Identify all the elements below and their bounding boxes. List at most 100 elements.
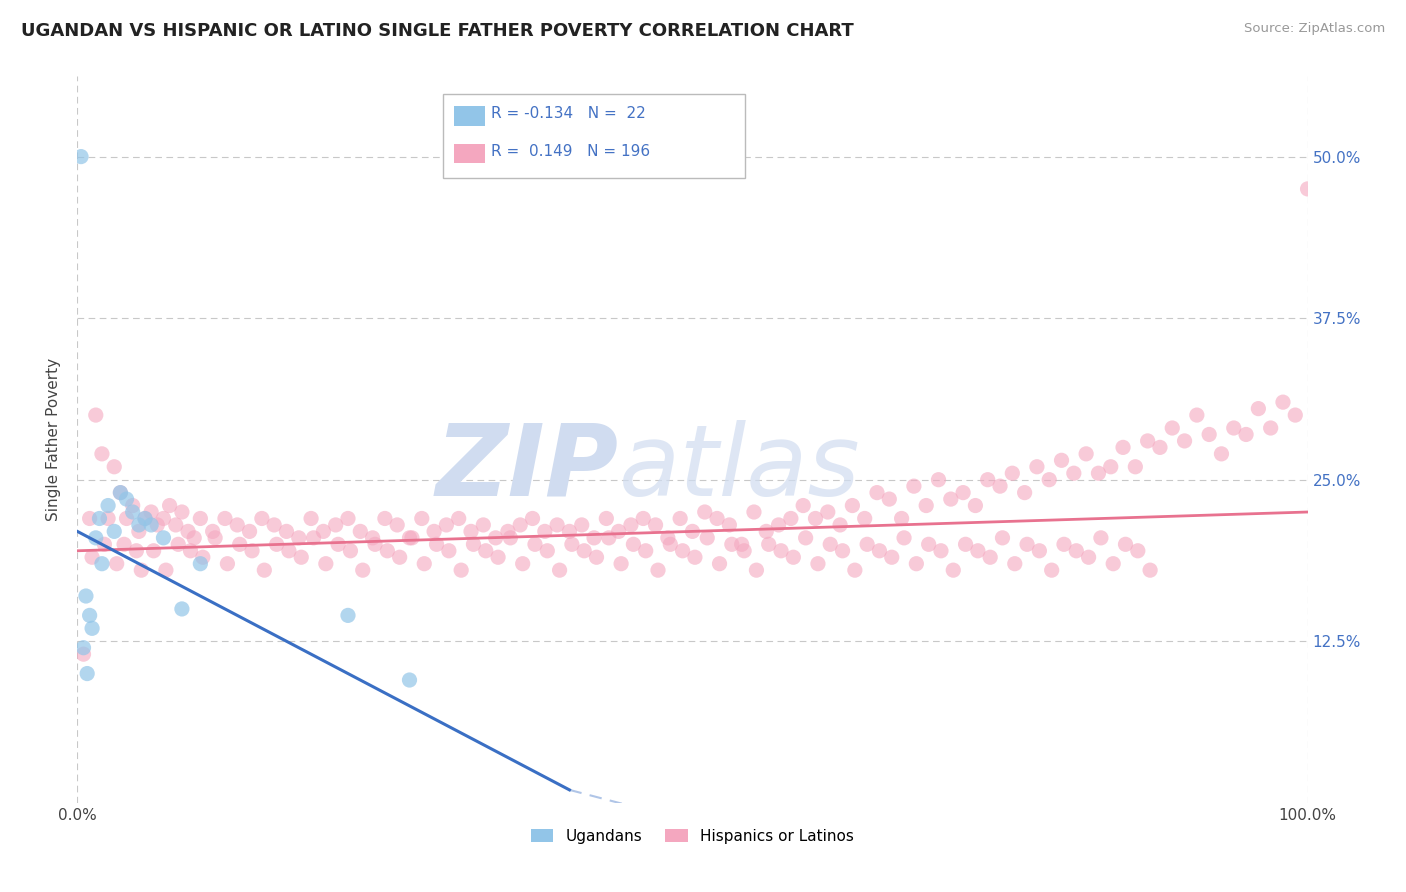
Point xyxy=(522,511,544,525)
Point xyxy=(1161,421,1184,435)
Point xyxy=(240,543,263,558)
Point xyxy=(401,531,423,545)
Point xyxy=(1102,557,1125,571)
Point xyxy=(866,485,889,500)
Point xyxy=(820,537,842,551)
Point xyxy=(411,511,433,525)
Point xyxy=(97,511,120,525)
Point xyxy=(1099,459,1122,474)
Point xyxy=(115,492,138,507)
Point xyxy=(918,537,941,551)
Point xyxy=(721,537,744,551)
Point xyxy=(844,563,866,577)
Point xyxy=(141,517,163,532)
Point xyxy=(733,543,755,558)
Point xyxy=(548,563,571,577)
Point xyxy=(598,531,620,545)
Point xyxy=(214,511,236,525)
Point xyxy=(1038,473,1060,487)
Point xyxy=(183,531,205,545)
Point xyxy=(1066,543,1088,558)
Point xyxy=(337,511,360,525)
Point xyxy=(128,517,150,532)
Point xyxy=(1284,408,1306,422)
Point xyxy=(337,608,360,623)
Point xyxy=(1026,459,1049,474)
Point xyxy=(512,557,534,571)
Point xyxy=(634,543,657,558)
Point xyxy=(657,531,679,545)
Point xyxy=(807,557,830,571)
Point xyxy=(804,511,827,525)
Point xyxy=(929,543,952,558)
Point xyxy=(217,557,239,571)
Point xyxy=(385,517,409,532)
Point xyxy=(188,511,212,525)
Point xyxy=(1115,537,1137,551)
Point xyxy=(128,524,150,539)
Point xyxy=(1050,453,1073,467)
Point xyxy=(742,505,765,519)
Point xyxy=(290,550,312,565)
Text: R = -0.134   N =  22: R = -0.134 N = 22 xyxy=(491,106,645,121)
Point xyxy=(794,531,817,545)
Point xyxy=(706,511,728,525)
Point xyxy=(644,517,666,532)
Point xyxy=(623,537,645,551)
Point xyxy=(463,537,485,551)
Point xyxy=(79,608,101,623)
Point xyxy=(718,517,741,532)
Point xyxy=(731,537,754,551)
Point xyxy=(75,589,97,603)
Point xyxy=(326,537,350,551)
Point xyxy=(1234,427,1257,442)
Point xyxy=(97,499,120,513)
Point xyxy=(1260,421,1282,435)
Point xyxy=(583,531,606,545)
Point xyxy=(770,543,793,558)
Point xyxy=(633,511,655,525)
Point xyxy=(302,531,325,545)
Point xyxy=(977,473,1000,487)
Point xyxy=(201,524,224,539)
Point xyxy=(155,563,177,577)
Point xyxy=(817,505,839,519)
Point xyxy=(170,602,193,616)
Point xyxy=(893,531,915,545)
Point xyxy=(374,511,396,525)
Point xyxy=(204,531,226,545)
Point xyxy=(1174,434,1197,448)
Point xyxy=(93,537,115,551)
Point xyxy=(1028,543,1050,558)
Point xyxy=(595,511,617,525)
Point xyxy=(398,531,420,545)
Point xyxy=(76,666,98,681)
Point xyxy=(276,524,298,539)
Point xyxy=(1139,563,1161,577)
Point xyxy=(939,492,962,507)
Point xyxy=(607,524,630,539)
Point xyxy=(141,505,163,519)
Point xyxy=(159,499,181,513)
Point xyxy=(72,640,94,655)
Point xyxy=(423,524,446,539)
Point xyxy=(988,479,1011,493)
Point xyxy=(142,543,165,558)
Point xyxy=(146,517,169,532)
Point xyxy=(72,647,94,661)
Point xyxy=(1223,421,1246,435)
Point xyxy=(610,557,633,571)
Point xyxy=(831,543,853,558)
Point xyxy=(792,499,814,513)
Point xyxy=(672,543,695,558)
Point xyxy=(709,557,731,571)
Point xyxy=(1125,459,1147,474)
Point xyxy=(1272,395,1295,409)
Point xyxy=(250,511,273,525)
Point xyxy=(952,485,974,500)
Point xyxy=(103,459,125,474)
Point xyxy=(880,550,903,565)
Point xyxy=(499,531,522,545)
Point xyxy=(496,524,519,539)
Point xyxy=(266,537,288,551)
